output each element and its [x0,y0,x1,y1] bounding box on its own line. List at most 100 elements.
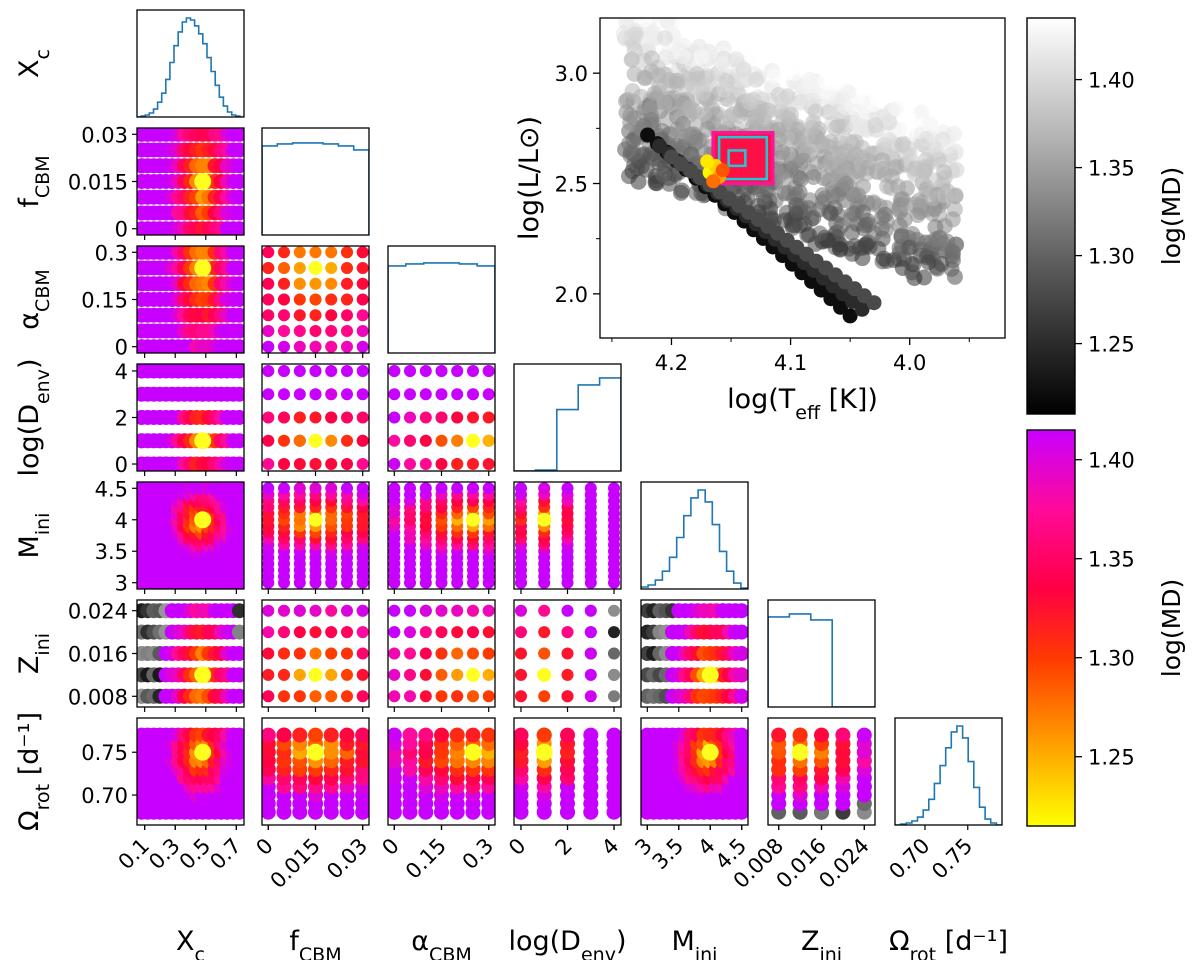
point [835,727,851,743]
panel-aCBM-Zini [387,599,496,712]
hrd-model-point [626,42,643,59]
hrd-model-point [933,255,950,272]
y-tick-label-Denv: 4 [115,360,128,384]
point [309,458,322,470]
panel-fCBM-fCBM [261,127,370,236]
point [404,690,416,703]
y-tick-label-fCBM: 0.015 [68,171,128,195]
x-axis-label-Mini: Mini [672,926,718,960]
point [515,626,527,639]
hrd-model-point [859,159,876,176]
point-best [307,743,324,761]
point [231,646,244,661]
point [325,647,338,660]
point [482,411,495,424]
point [231,158,244,174]
panel-Zini-Orot [767,717,876,830]
hrd-model-point [913,104,930,121]
panel-content [137,727,244,820]
point [515,647,527,660]
hrd-model-point [675,122,692,138]
point [404,626,416,639]
point [734,603,748,619]
hrd-model-point [948,162,965,178]
x-axis-label-aCBM-sub: CBM [429,944,472,960]
point [356,482,369,495]
y-tick-label-Denv: 0 [115,453,128,477]
point [293,293,306,306]
colorbar-gray-tick-label: 1.25 [1088,333,1135,357]
point [515,690,527,703]
point [465,727,481,743]
hrd-model-point [884,168,900,185]
point [467,690,479,703]
panel-content [137,364,244,471]
point [278,604,290,617]
x-axis-label-Zini-sub: ini [819,944,842,960]
histogram-Orot [895,725,1002,825]
point-best [194,743,212,761]
hrd-content [615,18,965,324]
point [231,174,244,189]
panel-content [514,377,621,471]
point [356,309,369,322]
point [231,323,244,339]
panel-fCBM-aCBM [261,245,370,358]
x-tick-label-Denv: 0 [504,834,530,860]
point [608,604,620,617]
point-best [537,667,552,682]
hrd-dark-point [804,274,820,289]
point [451,690,464,703]
point [309,482,322,495]
point [561,647,574,660]
point [514,727,529,743]
colorbar-fire-tick-label: 1.25 [1088,746,1135,770]
point [262,604,275,617]
point [231,189,244,205]
point [231,205,244,221]
hrd-model-point [877,206,893,223]
point [231,624,244,640]
hrd-model-point [748,71,765,88]
hrd-model-point [877,222,894,239]
y-axis-label-Denv-sub: env [32,369,54,404]
hrd-y-axis-label: log(L/L⊙) [514,116,545,240]
point [278,668,290,681]
point-best [308,512,323,527]
point [435,626,448,639]
point [293,604,306,617]
point [419,647,432,660]
hrd-model-point [880,132,897,148]
hrd-model-point [888,100,904,117]
point [419,458,432,470]
hrd-model-point [815,135,832,152]
y-tick-label-Mini: 3.5 [95,540,128,564]
point [276,727,292,743]
panel-frame [894,717,1003,826]
point-best [791,743,809,761]
point [262,626,275,639]
point [419,626,432,639]
hrd-model-point [795,152,812,169]
point [388,727,402,743]
point [419,668,432,681]
point [856,727,872,743]
x-axis-label-Orot-suffix: [d⁻¹] [936,926,1008,957]
point [584,668,597,681]
point [293,340,306,353]
point [293,647,306,660]
point [278,325,290,337]
point [451,365,464,377]
point [341,434,353,447]
point [814,727,829,743]
x-tick-label-Zini: 0.024 [814,834,873,893]
point [231,276,244,292]
panel-fCBM-Zini [261,599,370,712]
hrd-model-point [924,190,941,207]
panel-content [768,613,875,707]
point [356,690,369,703]
y-axis-label-fCBM-sub: CBM [32,155,54,198]
point-best [308,667,323,682]
point-best [535,743,553,761]
panel-content [388,262,495,353]
